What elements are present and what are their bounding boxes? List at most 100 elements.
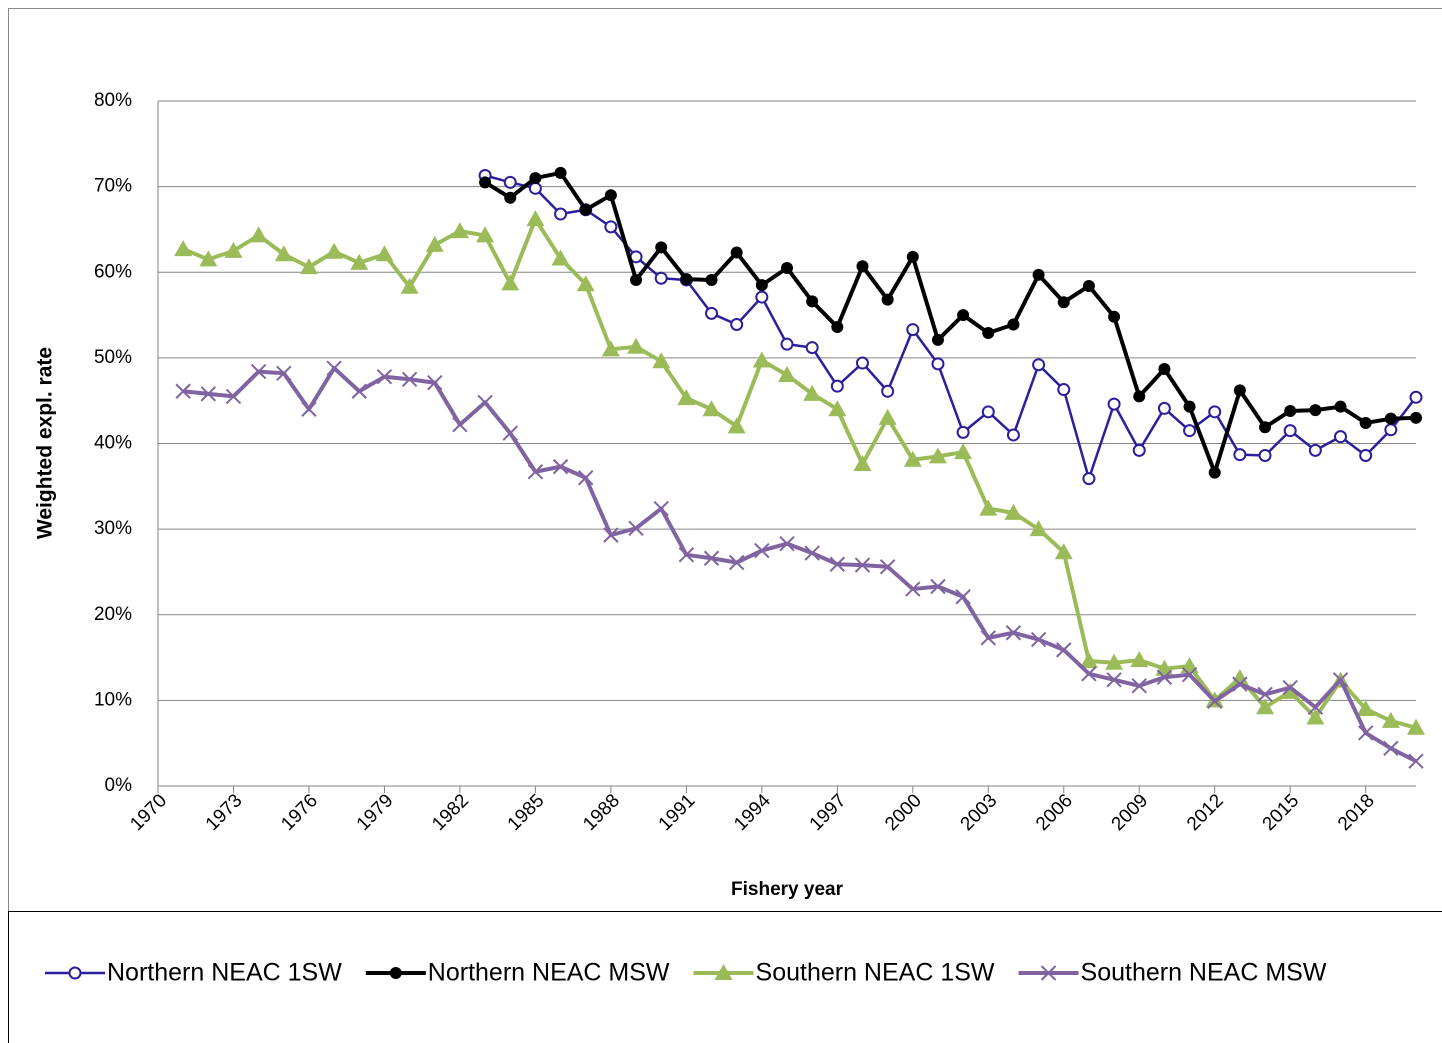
marker (1334, 430, 1348, 444)
marker (781, 261, 793, 274)
marker (1334, 400, 1347, 413)
marker (274, 245, 293, 262)
y-tick-label: 50% (94, 347, 132, 368)
marker (1130, 651, 1149, 668)
marker (1107, 397, 1121, 411)
marker (479, 176, 492, 189)
marker (630, 273, 643, 286)
chart-frame (8, 8, 1442, 1043)
marker (1309, 404, 1322, 417)
marker (903, 450, 922, 467)
marker (1007, 318, 1020, 331)
marker (1359, 448, 1373, 462)
marker (677, 389, 696, 406)
y-tick-label: 60% (94, 261, 132, 282)
marker (1407, 718, 1425, 735)
marker (225, 388, 242, 405)
marker (727, 417, 746, 434)
marker (301, 401, 317, 417)
marker (652, 352, 671, 369)
series-line (484, 170, 1417, 475)
marker (1030, 631, 1047, 648)
marker (1081, 666, 1097, 682)
marker (400, 277, 419, 294)
y-tick-label: 20% (94, 604, 132, 625)
marker (1040, 965, 1057, 981)
marker (1133, 390, 1146, 403)
legend-label: Southern NEAC MSW (1081, 959, 1327, 987)
marker (1283, 424, 1297, 438)
marker (604, 220, 618, 234)
marker (955, 589, 971, 605)
marker (601, 340, 620, 357)
marker (1384, 412, 1397, 425)
marker (804, 545, 820, 561)
marker (1029, 520, 1048, 537)
marker (1082, 472, 1096, 486)
y-tick-label: 0% (105, 775, 133, 796)
marker (1357, 725, 1374, 741)
marker (730, 317, 744, 331)
marker (755, 279, 768, 292)
marker (551, 249, 570, 266)
marker (1384, 423, 1398, 437)
marker (1005, 625, 1022, 641)
marker (754, 542, 770, 559)
marker (780, 337, 794, 351)
marker (1207, 693, 1223, 709)
marker (476, 226, 495, 243)
marker (703, 550, 720, 566)
marker (576, 275, 595, 292)
marker (477, 394, 493, 411)
marker (705, 273, 718, 286)
marker (1306, 708, 1325, 725)
marker (1108, 310, 1121, 323)
marker (906, 250, 919, 263)
marker (554, 207, 568, 221)
marker (501, 274, 520, 291)
marker (1056, 642, 1072, 658)
marker (249, 226, 268, 243)
marker (1233, 448, 1247, 462)
marker (1181, 666, 1198, 683)
marker (805, 341, 819, 355)
marker (526, 210, 545, 227)
marker (1156, 669, 1173, 685)
marker (806, 295, 819, 308)
marker (250, 363, 267, 380)
marker (1233, 384, 1246, 397)
marker (627, 337, 646, 354)
marker (1410, 411, 1422, 424)
marker (325, 242, 344, 259)
legend-item: Southern NEAC MSW (1018, 959, 1327, 987)
marker (401, 371, 418, 387)
marker (1082, 279, 1095, 292)
marker (1105, 653, 1124, 670)
marker (276, 365, 292, 381)
marker (931, 357, 945, 371)
marker (755, 290, 769, 304)
marker (1359, 416, 1372, 429)
marker (705, 306, 719, 320)
marker (956, 425, 970, 439)
marker (1057, 383, 1071, 397)
marker (68, 966, 82, 980)
marker (881, 293, 894, 306)
marker (1258, 448, 1272, 462)
marker (174, 240, 193, 257)
marker (376, 369, 393, 385)
marker (1132, 443, 1146, 457)
marker (1408, 753, 1424, 769)
marker (655, 241, 668, 254)
marker (375, 245, 394, 262)
marker (450, 222, 469, 239)
marker (653, 500, 669, 517)
legend-item: Northern NEAC MSW (365, 959, 670, 987)
marker (299, 258, 318, 275)
marker (1183, 400, 1196, 413)
marker (1381, 711, 1400, 728)
y-tick-label: 80% (94, 90, 132, 111)
marker (829, 556, 846, 572)
marker (604, 189, 617, 202)
